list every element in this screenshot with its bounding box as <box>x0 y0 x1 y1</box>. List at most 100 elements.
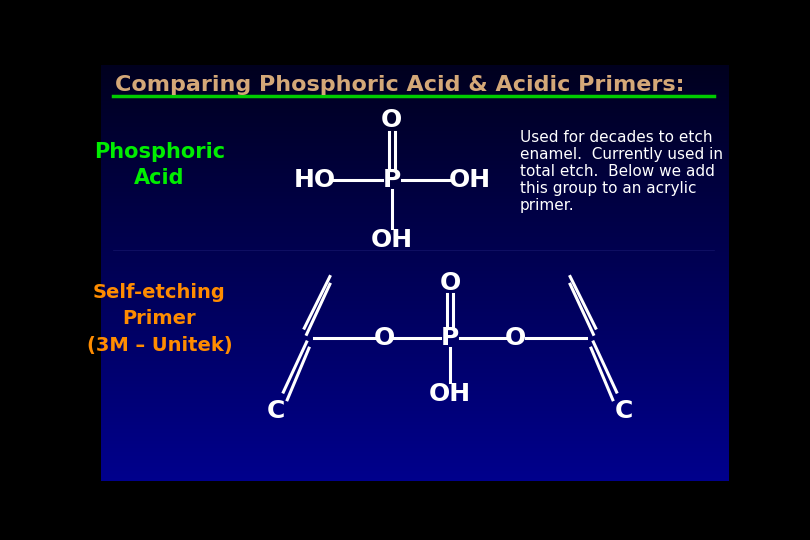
Bar <box>101 291 729 292</box>
Bar <box>101 186 729 187</box>
Bar <box>101 133 729 134</box>
Bar <box>101 104 729 105</box>
Bar <box>101 77 729 78</box>
Bar <box>101 359 729 360</box>
Bar <box>101 311 729 312</box>
Bar <box>101 332 729 333</box>
Bar <box>101 380 729 381</box>
Bar <box>101 343 729 345</box>
Bar <box>101 190 729 191</box>
Bar <box>101 409 729 410</box>
Bar <box>101 305 729 306</box>
Bar <box>101 83 729 84</box>
Bar <box>101 468 729 469</box>
Bar <box>101 241 729 242</box>
Bar <box>101 169 729 170</box>
Bar <box>101 363 729 364</box>
Bar <box>101 389 729 390</box>
Bar <box>101 227 729 228</box>
Bar <box>101 82 729 83</box>
Bar <box>101 458 729 459</box>
Bar <box>101 129 729 130</box>
Bar <box>101 375 729 376</box>
Bar <box>101 370 729 372</box>
Bar <box>101 429 729 430</box>
Bar <box>101 119 729 120</box>
Bar <box>101 154 729 155</box>
Bar <box>101 127 729 128</box>
Bar <box>101 348 729 349</box>
Bar <box>101 452 729 453</box>
Bar <box>101 271 729 272</box>
Bar <box>101 278 729 279</box>
Bar <box>101 65 729 66</box>
Bar <box>101 209 729 210</box>
Bar <box>101 145 729 146</box>
Bar <box>101 387 729 388</box>
Bar <box>101 135 729 136</box>
Bar <box>101 153 729 154</box>
Bar <box>101 447 729 448</box>
Bar <box>101 423 729 424</box>
Bar <box>101 177 729 178</box>
Bar <box>101 422 729 423</box>
Bar <box>101 320 729 321</box>
Bar <box>101 158 729 159</box>
Bar <box>101 150 729 151</box>
Bar <box>101 255 729 256</box>
Text: O: O <box>373 326 394 350</box>
Bar <box>101 265 729 266</box>
Bar <box>101 221 729 222</box>
Bar <box>101 131 729 132</box>
Bar <box>101 183 729 184</box>
Bar <box>101 90 729 91</box>
Bar <box>101 69 729 70</box>
Bar <box>101 68 729 69</box>
Bar <box>101 395 729 396</box>
Bar <box>101 208 729 209</box>
Bar <box>101 258 729 259</box>
Bar <box>101 107 729 108</box>
Bar <box>101 353 729 354</box>
Bar <box>101 247 729 248</box>
Bar <box>101 406 729 407</box>
Bar <box>101 212 729 213</box>
Bar <box>101 266 729 267</box>
Bar <box>101 97 729 98</box>
Bar <box>101 404 729 405</box>
Bar <box>101 81 729 82</box>
Bar <box>101 357 729 358</box>
Bar <box>101 165 729 166</box>
Bar <box>101 439 729 440</box>
Bar <box>101 374 729 375</box>
Bar <box>101 245 729 246</box>
Bar <box>101 176 729 177</box>
Text: Self-etching
Primer
(3M – Unitek): Self-etching Primer (3M – Unitek) <box>87 283 232 355</box>
Bar <box>101 435 729 436</box>
Bar <box>101 163 729 164</box>
Bar <box>101 428 729 429</box>
Bar <box>101 372 729 373</box>
Bar <box>101 106 729 107</box>
Bar <box>101 166 729 167</box>
Bar <box>101 349 729 350</box>
Bar <box>101 67 729 68</box>
Bar <box>101 181 729 182</box>
Bar <box>101 220 729 221</box>
Bar <box>101 293 729 294</box>
Bar <box>101 469 729 470</box>
Bar <box>101 390 729 391</box>
Bar <box>101 215 729 217</box>
Bar <box>101 342 729 343</box>
Bar <box>101 139 729 140</box>
Bar <box>101 147 729 148</box>
Bar <box>101 87 729 88</box>
Bar <box>101 79 729 80</box>
Bar <box>101 352 729 353</box>
Bar <box>101 442 729 443</box>
Bar <box>101 99 729 100</box>
Text: P: P <box>441 326 459 350</box>
Bar <box>101 114 729 115</box>
Bar <box>101 419 729 420</box>
Bar <box>101 214 729 215</box>
